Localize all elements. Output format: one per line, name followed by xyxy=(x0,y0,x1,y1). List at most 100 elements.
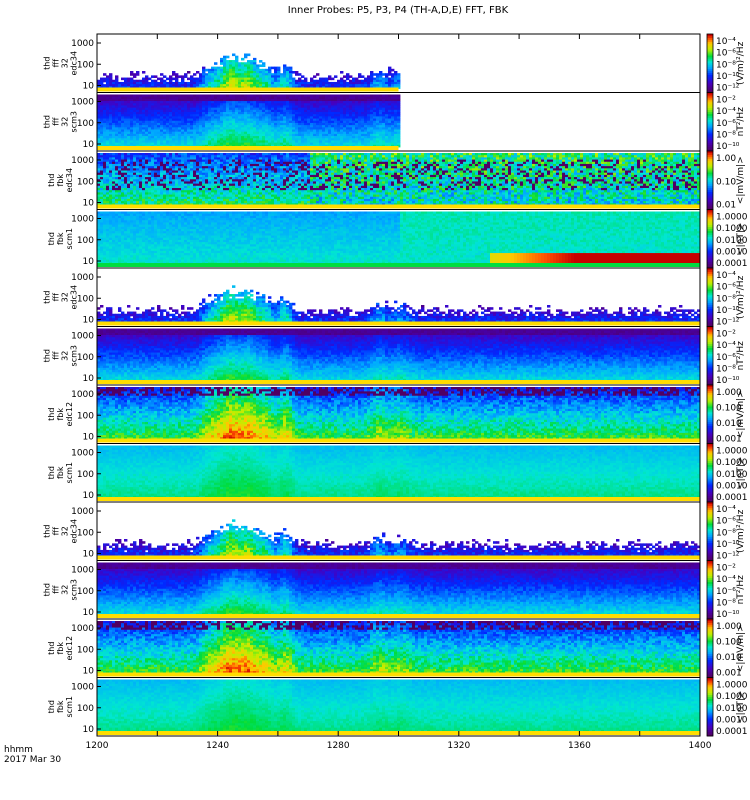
panel-10-spectrogram xyxy=(97,563,700,619)
svg-text:fff: fff xyxy=(52,117,61,126)
svg-text:edc34: edc34 xyxy=(70,51,79,76)
panel-3-label: thd fbk edc34 xyxy=(47,168,74,193)
panel-9-label: thd fff 32 edc34 xyxy=(43,519,79,544)
panel-7-spectrogram xyxy=(97,387,700,443)
panel-3-unit: <|mV/m|> xyxy=(736,156,746,204)
panel-2-unit: nT²/Hz xyxy=(736,107,746,137)
svg-text:10⁻⁸: 10⁻⁸ xyxy=(716,60,736,70)
panel-4-ytick: 10 xyxy=(83,257,95,267)
panel-6-ytick: 100 xyxy=(77,353,94,363)
panel-2-ytick: 1000 xyxy=(71,98,94,108)
panel-1-spectrogram xyxy=(97,54,400,92)
panel-11-unit: <|mV/m|> xyxy=(736,624,746,672)
panel-6-spectrogram xyxy=(97,329,700,385)
x-footer-line1: hhmm xyxy=(4,745,33,755)
svg-text:fff: fff xyxy=(52,59,61,68)
panel-3-ytick: 100 xyxy=(77,177,94,187)
panel-11-ytick: 100 xyxy=(77,645,94,655)
panel-8-unit: <|nT|> xyxy=(736,457,746,489)
panel-10-ytick: 10 xyxy=(83,608,95,618)
panel-7-label: thd fbk edc12 xyxy=(47,402,74,427)
panel-12-spectrogram xyxy=(97,680,700,736)
panel-1-ytick: 1000 xyxy=(71,39,94,49)
panel-5-ytick: 10 xyxy=(83,316,95,326)
panel-1-label: thd fff 32 edc34 xyxy=(43,51,79,76)
panel-10-ytick: 100 xyxy=(77,587,94,597)
x-tick-label: 1240 xyxy=(206,741,229,751)
panel-5-ytick: 100 xyxy=(77,294,94,304)
panel-7-unit: <|mV/m|> xyxy=(736,390,746,438)
panel-2-spectrogram xyxy=(97,95,400,151)
panel-1-ytick: 10 xyxy=(83,82,95,92)
panel-4-label: thd fbk scm1 xyxy=(47,228,74,249)
chart-title: Inner Probes: P5, P3, P4 (TH-A,D,E) FFT,… xyxy=(288,5,509,16)
panel-6-ytick: 10 xyxy=(83,374,95,384)
panel-9-ytick: 1000 xyxy=(71,507,94,517)
panel-11-ytick: 10 xyxy=(83,667,95,677)
panel-10-unit: nT²/Hz xyxy=(736,575,746,605)
panel-4-ytick: 100 xyxy=(77,236,94,246)
panel-9-ytick: 100 xyxy=(77,528,94,538)
panel-3-spectrogram xyxy=(97,153,700,209)
panel-8-spectrogram xyxy=(97,446,700,502)
panel-10-ytick: 1000 xyxy=(71,566,94,576)
svg-text:32: 32 xyxy=(61,58,70,68)
panel-7-ytick: 1000 xyxy=(71,390,94,400)
panel-8-label: thd fbk scm1 xyxy=(47,462,74,483)
panel-6-label: thd fff 32 scm3 xyxy=(43,345,79,366)
svg-text:10⁻⁴: 10⁻⁴ xyxy=(716,37,736,47)
panel-6-ytick: 1000 xyxy=(71,332,94,342)
panel-1-ytick: 100 xyxy=(77,60,94,70)
panel-9-spectrogram xyxy=(97,519,700,559)
x-tick-label: 1360 xyxy=(568,741,591,751)
x-tick-label: 1400 xyxy=(689,741,712,751)
panel-11-ytick: 1000 xyxy=(71,624,94,634)
panel-5-spectrogram xyxy=(97,285,700,325)
panel-5-ytick: 1000 xyxy=(71,273,94,283)
panel-8-ytick: 100 xyxy=(77,470,94,480)
panel-11-spectrogram xyxy=(97,621,700,677)
panel-3-ytick: 10 xyxy=(83,199,95,209)
panel-12-unit: <|nT|> xyxy=(736,691,746,723)
panel-11-colorbar: 1.0000.1000.0100.001<|mV/m|> xyxy=(707,619,746,679)
panel-1-unit: (V/m)²/Hz xyxy=(736,41,746,84)
svg-text:10⁻⁶: 10⁻⁶ xyxy=(716,49,736,59)
panel-3-ytick: 1000 xyxy=(71,156,94,166)
panel-12-ytick: 10 xyxy=(83,725,95,735)
svg-text:scm3: scm3 xyxy=(70,111,79,132)
panel-4-spectrogram xyxy=(97,212,700,268)
x-tick-label: 1200 xyxy=(86,741,109,751)
panel-2-ytick: 10 xyxy=(83,140,95,150)
panel-2-label: thd fff 32 scm3 xyxy=(43,111,79,132)
panel-6-unit: nT²/Hz xyxy=(736,341,746,371)
panel-2: 1000 100 10 thd fff 32 scm3 10⁻²10⁻⁴10⁻⁶10⁻⁸10⁻… xyxy=(43,93,747,153)
panel-12-ytick: 100 xyxy=(77,704,94,714)
panel-11: 1000 100 10 thd fbk edc12 1.0000.1000.0100.001… xyxy=(47,619,746,679)
panel-5-unit: (V/m)²/Hz xyxy=(736,275,746,318)
panel-9-unit: (V/m)²/Hz xyxy=(736,509,746,552)
svg-text:thd: thd xyxy=(43,115,52,128)
panel-3-colorbar: 1.000.100.01<|mV/m|> xyxy=(707,151,746,211)
panel-3: 1000 100 10 thd fbk edc34 1.000.100.01<|mV/m|> xyxy=(47,151,746,211)
svg-text:32: 32 xyxy=(61,117,70,127)
panel-2-ytick: 100 xyxy=(77,119,94,129)
x-tick-label: 1280 xyxy=(327,741,350,751)
panel-10-label: thd fff 32 scm3 xyxy=(43,579,79,600)
panel-11-label: thd fbk edc12 xyxy=(47,636,74,661)
